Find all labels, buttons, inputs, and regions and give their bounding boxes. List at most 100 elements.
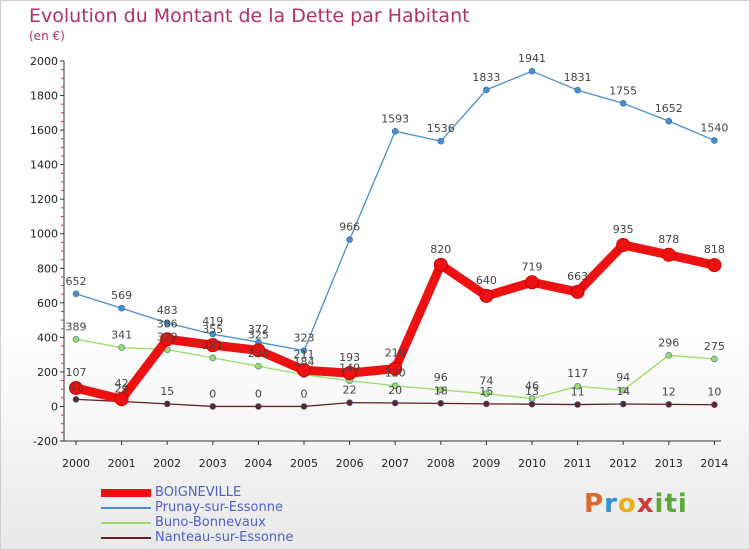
x-tick-label: 2006 bbox=[336, 457, 364, 470]
data-label: 966 bbox=[339, 221, 360, 234]
data-label: 329 bbox=[157, 331, 178, 344]
legend-swatch bbox=[101, 522, 151, 524]
data-label: 46 bbox=[525, 380, 539, 393]
data-label: 117 bbox=[567, 367, 588, 380]
data-point bbox=[255, 403, 262, 410]
data-point bbox=[616, 237, 631, 252]
data-point bbox=[209, 354, 217, 362]
chart-title: Evolution du Montant de la Dette par Hab… bbox=[29, 5, 470, 27]
data-label: 14 bbox=[616, 385, 630, 398]
data-point bbox=[300, 347, 308, 354]
data-label: 341 bbox=[111, 329, 132, 342]
x-tick-label: 2001 bbox=[108, 457, 136, 470]
data-label: 820 bbox=[430, 243, 451, 256]
data-label: 211 bbox=[294, 348, 315, 361]
data-point bbox=[118, 304, 125, 312]
data-label: 878 bbox=[658, 233, 679, 246]
data-point bbox=[619, 400, 627, 408]
x-tick-label: 2000 bbox=[62, 457, 90, 470]
data-label: 0 bbox=[301, 387, 308, 400]
data-label: 483 bbox=[157, 304, 178, 317]
data-point bbox=[69, 380, 83, 395]
y-tick-label: 2000 bbox=[30, 55, 58, 68]
data-label: 1536 bbox=[427, 122, 455, 135]
data-label: 219 bbox=[385, 347, 406, 360]
x-tick-label: 2012 bbox=[609, 457, 637, 470]
data-point bbox=[163, 319, 171, 327]
data-label: 120 bbox=[385, 367, 406, 380]
y-tick-label: 1600 bbox=[30, 124, 58, 137]
data-point bbox=[72, 290, 80, 298]
x-tick-label: 2010 bbox=[518, 457, 546, 470]
data-point bbox=[570, 284, 585, 299]
x-tick-label: 2005 bbox=[290, 457, 318, 470]
data-label: 640 bbox=[476, 274, 497, 287]
chart-subtitle: (en €) bbox=[29, 29, 65, 43]
y-tick-label: 1400 bbox=[30, 159, 58, 172]
data-label: 719 bbox=[522, 260, 543, 273]
data-label: 42 bbox=[115, 377, 129, 390]
data-label: 0 bbox=[209, 387, 216, 400]
data-label: 184 bbox=[294, 356, 315, 369]
data-point bbox=[118, 344, 125, 351]
data-point bbox=[433, 257, 448, 272]
data-point bbox=[114, 392, 129, 407]
data-label: 12 bbox=[662, 385, 676, 398]
x-tick-label: 2002 bbox=[153, 457, 181, 470]
data-point bbox=[711, 137, 718, 144]
data-label: 15 bbox=[160, 385, 174, 398]
data-label: 193 bbox=[339, 351, 360, 364]
data-label: 372 bbox=[248, 323, 269, 336]
legend-swatch bbox=[101, 507, 151, 509]
data-label: 13 bbox=[525, 385, 539, 398]
data-point bbox=[209, 330, 217, 338]
legend-swatch bbox=[101, 537, 151, 539]
data-point bbox=[528, 67, 536, 75]
y-tick-label: -200 bbox=[33, 435, 58, 448]
legend-label: Prunay-sur-Essonne bbox=[155, 500, 283, 515]
data-point bbox=[300, 403, 308, 410]
y-tick-label: 200 bbox=[37, 366, 58, 379]
proxiti-logo: Proxiti bbox=[584, 489, 688, 519]
legend-label: Nanteau-sur-Essonne bbox=[155, 530, 294, 545]
data-label: 10 bbox=[707, 386, 721, 399]
labels-layer: 41 29 15 0 0 0 22 20 18 15 13 11 14 12 10 389 341 329 281 2… bbox=[66, 52, 729, 400]
data-point bbox=[160, 332, 175, 347]
data-label: 22 bbox=[343, 384, 357, 397]
data-point bbox=[665, 401, 673, 408]
y-tick-label: 1800 bbox=[30, 90, 58, 103]
data-label: 386 bbox=[157, 317, 178, 330]
data-label: 1755 bbox=[609, 84, 637, 97]
data-label: 1941 bbox=[518, 52, 546, 65]
axes: -200020040060080010001200140016001800200… bbox=[30, 55, 728, 470]
data-point bbox=[255, 362, 262, 370]
data-point bbox=[483, 86, 490, 94]
data-label: 281 bbox=[202, 339, 223, 352]
data-point bbox=[388, 361, 403, 376]
data-label: 296 bbox=[658, 336, 679, 349]
data-point bbox=[483, 390, 490, 397]
y-tick-label: 1200 bbox=[30, 193, 58, 206]
data-point bbox=[163, 400, 171, 408]
x-tick-label: 2007 bbox=[381, 457, 409, 470]
data-point bbox=[574, 382, 581, 390]
data-point bbox=[528, 395, 536, 402]
data-point bbox=[661, 247, 676, 262]
data-point bbox=[342, 366, 357, 381]
data-label: 74 bbox=[479, 375, 493, 388]
data-point bbox=[711, 401, 718, 409]
data-label: 652 bbox=[66, 275, 87, 288]
data-point bbox=[437, 400, 445, 407]
data-label: 29 bbox=[115, 382, 129, 395]
data-label: 41 bbox=[69, 380, 83, 393]
data-label: 325 bbox=[248, 328, 269, 341]
data-label: 149 bbox=[339, 362, 360, 375]
data-label: 18 bbox=[434, 384, 448, 397]
data-point bbox=[297, 363, 311, 378]
data-label: 94 bbox=[616, 371, 630, 384]
x-tick-label: 2008 bbox=[427, 457, 455, 470]
legend-label: Buno-Bonnevaux bbox=[155, 515, 266, 530]
y-tick-label: 800 bbox=[37, 262, 58, 275]
data-point bbox=[391, 128, 399, 135]
